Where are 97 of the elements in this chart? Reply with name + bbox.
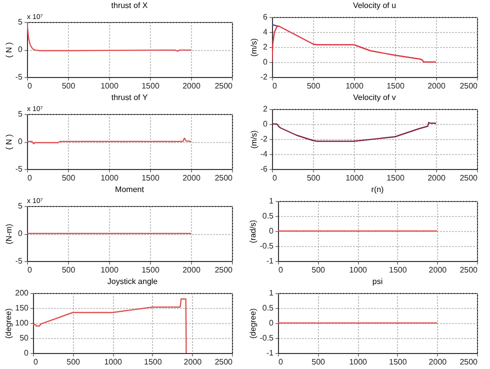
y-tick-label: 4 [263, 28, 268, 36]
x-tick-label: 2500 [214, 358, 234, 366]
y-axis-title: (degree) [4, 308, 14, 339]
y-tick-label: -2 [260, 134, 268, 144]
x-tick-label: 0 [278, 358, 284, 366]
y-tick-label: 100 [15, 318, 30, 328]
y-tick-label: 0 [24, 348, 30, 358]
y-tick-label: 1 [269, 196, 274, 206]
y-axis-title: (N-m) [4, 223, 14, 244]
y-tick-label: 0 [263, 58, 268, 66]
x-tick-label: 500 [62, 266, 76, 274]
y-tick-label: -6 [260, 164, 268, 174]
x-tick-label: 1000 [100, 82, 119, 90]
x-tick-label: 500 [306, 174, 321, 182]
line-series [33, 298, 187, 353]
y-axis-title: (degree) [248, 308, 258, 339]
y-axis-title: ( N ) [4, 134, 14, 150]
x-tick-label: 500 [66, 358, 81, 366]
y-tick-label: 5 [18, 18, 24, 26]
y-tick-label: 5 [18, 202, 24, 210]
x-tick-label: 2500 [214, 82, 234, 90]
y-tick-label: 0 [18, 137, 24, 146]
chart-title: Velocity of v [353, 93, 396, 102]
x-tick-label: 2500 [214, 266, 234, 274]
chart-title: thrust of X [111, 1, 148, 10]
line-series [27, 22, 192, 52]
x-tick-label: 1500 [144, 358, 162, 366]
y-tick-label: 0 [269, 226, 274, 236]
y-tick-label: -1 [266, 348, 274, 358]
chart-title: psi [372, 277, 383, 286]
y-tick-label: -5 [15, 164, 24, 174]
x-tick-label: 2500 [460, 174, 478, 182]
x-tick-label: 1000 [349, 358, 368, 366]
y-tick-label: -4 [260, 150, 268, 158]
x-tick-label: 1500 [142, 82, 160, 90]
y-axis-title: ( N ) [4, 42, 14, 58]
x-tick-label: 1500 [386, 174, 405, 182]
y-tick-label: 150 [15, 304, 30, 312]
y-tick-label: 0 [18, 45, 24, 54]
x-tick-label: 500 [312, 266, 326, 274]
y-tick-label: 0 [269, 318, 274, 328]
chart-title: Joystick angle [107, 277, 158, 286]
y-tick-label: -0.5 [260, 334, 274, 342]
y-tick-label: 50 [20, 334, 30, 342]
x-tick-label: 2000 [428, 266, 448, 274]
y-tick-label: 5 [18, 110, 24, 118]
x-tick-label: 2000 [182, 266, 201, 274]
x-tick-label: 2000 [182, 82, 201, 90]
x-tick-label: 1000 [349, 266, 368, 274]
y-axis-title: (rad/s) [248, 220, 258, 244]
y-tick-label: 0 [263, 120, 268, 128]
x-tick-label: 2000 [428, 358, 448, 366]
chart-title: thrust of Y [111, 93, 148, 102]
x-tick-label: 1500 [142, 266, 160, 274]
x-tick-label: 1000 [100, 266, 119, 274]
x-tick-label: 1500 [389, 266, 408, 274]
y-tick-label: -0.5 [260, 242, 274, 250]
y-tick-label: 2 [263, 42, 268, 52]
y-tick-label: 6 [263, 12, 268, 22]
x-tick-label: 1500 [386, 82, 405, 90]
x-tick-label: 1000 [100, 174, 119, 182]
x-tick-label: 2500 [460, 82, 478, 90]
line-series [272, 122, 437, 142]
y-tick-label: 200 [15, 288, 30, 298]
y-axis-title: (m/s) [249, 38, 258, 57]
x-tick-label: 2500 [460, 358, 478, 366]
x-tick-label: 1500 [389, 358, 408, 366]
x-tick-label: 0 [34, 358, 38, 366]
chart-title: Moment [115, 185, 145, 194]
x-tick-label: 2000 [182, 174, 201, 182]
y-axis-title: (m/s) [249, 130, 258, 149]
y-tick-label: 0.5 [262, 304, 274, 312]
x-tick-label: 2500 [460, 266, 478, 274]
y-tick-label: 0.5 [262, 212, 274, 220]
x-tick-label: 1000 [346, 174, 364, 182]
y-tick-label: 0 [18, 229, 24, 238]
x-tick-label: 2000 [184, 358, 202, 366]
x-tick-label: 1000 [104, 358, 123, 366]
y-tick-label: -1 [266, 256, 274, 266]
x-tick-label: 2500 [214, 174, 234, 182]
y-tick-label: -5 [15, 256, 24, 266]
y-tick-label: -5 [15, 72, 24, 82]
y-tick-label: -2 [260, 72, 268, 82]
x-tick-label: 500 [62, 82, 76, 90]
x-tick-label: 500 [62, 174, 76, 182]
line-series [272, 25, 437, 63]
x-tick-label: 1500 [142, 174, 160, 182]
x-tick-label: 500 [306, 82, 321, 90]
chart-title: r(n) [371, 185, 384, 194]
x-tick-label: 2000 [428, 174, 446, 182]
x-tick-label: 2000 [428, 82, 446, 90]
x-tick-label: 0 [278, 266, 284, 274]
y-tick-label: 1 [269, 288, 274, 298]
chart-title: Velocity of u [352, 1, 396, 10]
x-tick-label: 1000 [346, 82, 364, 90]
y-tick-label: 2 [263, 104, 268, 114]
x-tick-label: 500 [312, 358, 326, 366]
